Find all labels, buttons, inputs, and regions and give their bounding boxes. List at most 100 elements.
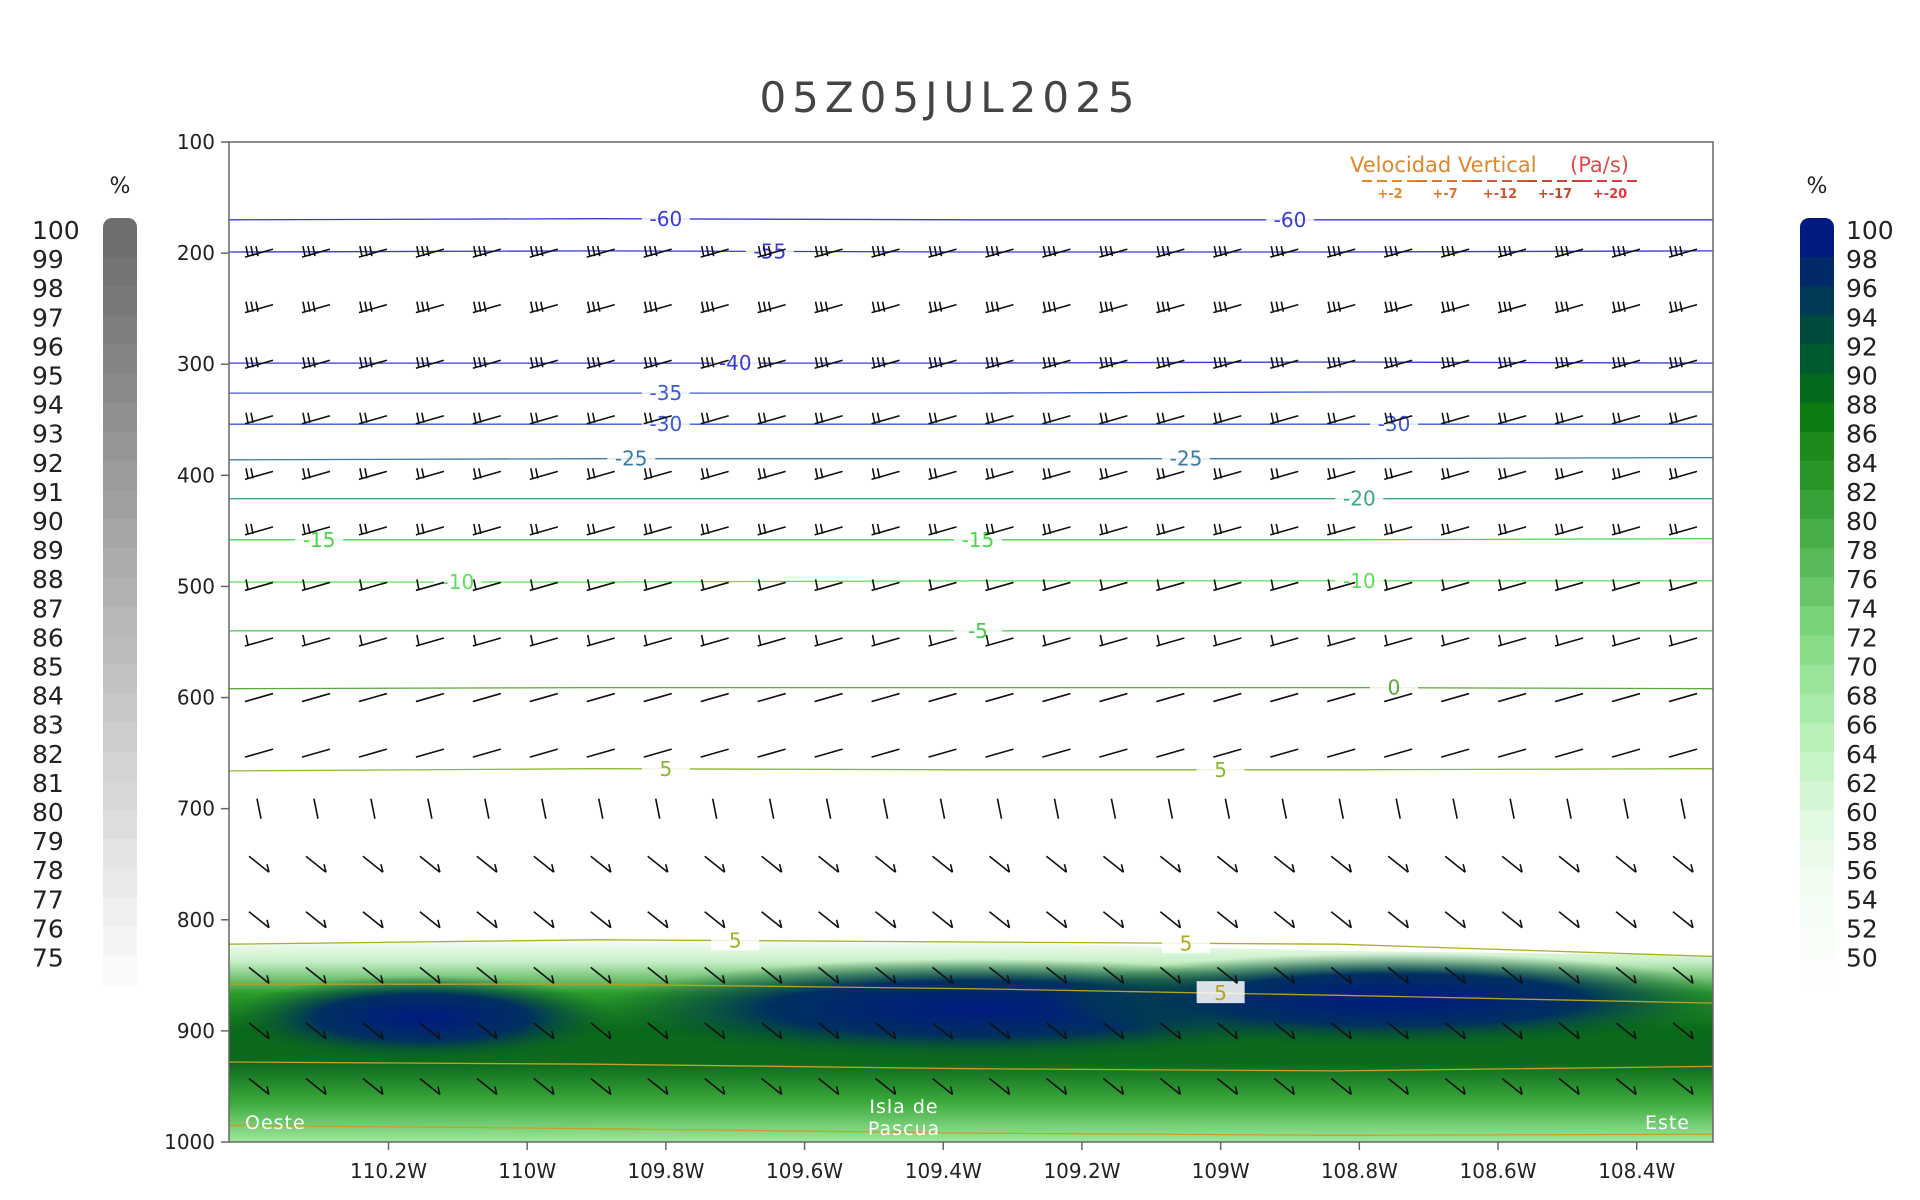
colorbar-right-label: 90 bbox=[1846, 362, 1878, 391]
y-tick-label: 200 bbox=[177, 241, 215, 265]
wind-barb bbox=[419, 855, 441, 873]
wind-barb bbox=[1387, 911, 1409, 929]
contour-label: -40 bbox=[719, 351, 752, 375]
wind-barb bbox=[1099, 468, 1128, 481]
vv-legend-unit: (Pa/s) bbox=[1570, 153, 1629, 177]
wind-barb bbox=[1159, 966, 1182, 984]
colorbar-right-swatch bbox=[1800, 402, 1834, 433]
colorbar-left-label: 84 bbox=[32, 682, 64, 711]
wind-barb bbox=[1440, 634, 1470, 647]
wind-barb bbox=[1672, 911, 1694, 929]
wind-barb bbox=[1042, 523, 1071, 536]
wind-barb bbox=[415, 523, 445, 536]
wind-barb bbox=[586, 245, 615, 258]
wind-barb bbox=[1270, 245, 1299, 258]
wind-barb bbox=[1615, 855, 1637, 873]
wind-barb bbox=[818, 855, 840, 873]
wind-barb bbox=[1501, 911, 1523, 929]
colorbar-left-swatch bbox=[103, 577, 137, 607]
vv-legend-label: +-17 bbox=[1538, 187, 1572, 202]
contour-label-bg bbox=[1335, 486, 1384, 509]
colorbar-left-label: 85 bbox=[32, 653, 64, 682]
wind-barb bbox=[533, 911, 555, 929]
contour-label: -15 bbox=[303, 528, 336, 552]
wind-barb bbox=[988, 1022, 1011, 1040]
wind-barb bbox=[419, 1077, 441, 1096]
colorbar-right-swatch bbox=[1800, 868, 1834, 898]
wind-barb bbox=[1156, 468, 1185, 481]
wind-barb bbox=[415, 357, 445, 369]
wind-barb bbox=[818, 1022, 840, 1040]
vv-legend-label: +-12 bbox=[1483, 187, 1517, 202]
wind-barb bbox=[814, 468, 843, 481]
wind-barb bbox=[1042, 748, 1071, 758]
wind-barb bbox=[1270, 579, 1299, 592]
wind-barb bbox=[1672, 1077, 1694, 1096]
colorbar-left-swatch bbox=[103, 228, 137, 258]
wind-barb bbox=[305, 911, 327, 929]
wind-barb bbox=[1042, 692, 1071, 703]
wind-barb bbox=[415, 748, 445, 758]
wind-barb bbox=[1099, 634, 1128, 647]
colorbar-left-swatch bbox=[103, 810, 137, 840]
colorbar-left-swatch bbox=[103, 780, 137, 811]
wind-barb bbox=[757, 579, 786, 592]
wind-barb bbox=[1045, 1077, 1068, 1096]
colorbar-left-label: 95 bbox=[32, 362, 64, 391]
wind-barb bbox=[1444, 911, 1466, 929]
wind-barb bbox=[533, 966, 555, 984]
wind-barb bbox=[472, 468, 502, 481]
wind-barb bbox=[244, 412, 274, 425]
wind-barb bbox=[1558, 855, 1580, 873]
wind-barb bbox=[1053, 798, 1060, 819]
contour-label: -5 bbox=[968, 619, 988, 643]
colorbar-left-label: 98 bbox=[32, 274, 64, 303]
wind-barb bbox=[1501, 966, 1523, 984]
wind-barb bbox=[415, 301, 445, 314]
wind-barb bbox=[647, 1077, 669, 1096]
wind-barb bbox=[1497, 579, 1527, 592]
wind-barb bbox=[1623, 798, 1629, 819]
colorbar-left-swatch bbox=[103, 751, 137, 782]
wind-barb bbox=[1383, 245, 1413, 258]
colorbar-left-label: 87 bbox=[32, 594, 64, 623]
wind-barb bbox=[928, 634, 957, 647]
wind-barb bbox=[1501, 1077, 1523, 1096]
wind-barb bbox=[472, 692, 502, 703]
wind-barb bbox=[1045, 911, 1068, 929]
wind-barb bbox=[875, 966, 897, 984]
wind-barb bbox=[1383, 412, 1413, 425]
contour-label-bg bbox=[433, 570, 482, 592]
wind-barb bbox=[875, 855, 897, 873]
wind-barb bbox=[1099, 748, 1128, 758]
wind-barb bbox=[985, 357, 1014, 369]
colorbar-right-swatch bbox=[1800, 810, 1834, 840]
wind-barb bbox=[1330, 1022, 1353, 1040]
wind-barb bbox=[1554, 748, 1584, 758]
colorbar-right-swatch bbox=[1800, 548, 1834, 578]
x-tick-label: 109.8W bbox=[627, 1159, 704, 1183]
annotation-west: Oeste bbox=[245, 1112, 306, 1134]
wind-barb bbox=[244, 357, 274, 369]
wind-barb bbox=[529, 301, 559, 314]
y-tick-label: 1000 bbox=[164, 1130, 215, 1154]
wind-barb bbox=[1509, 798, 1515, 819]
contour-label-bg bbox=[607, 446, 656, 469]
wind-barb bbox=[1273, 1022, 1296, 1040]
wind-barb bbox=[643, 634, 672, 647]
wind-barb bbox=[248, 1077, 270, 1096]
wind-barb bbox=[586, 357, 615, 369]
wind-barb bbox=[358, 412, 388, 425]
wind-barb bbox=[1327, 579, 1356, 592]
wind-barb bbox=[1102, 911, 1125, 929]
wind-barb bbox=[1383, 357, 1413, 369]
colorbar-left-label: 93 bbox=[32, 420, 64, 449]
wind-barb bbox=[1611, 748, 1641, 758]
colorbar-right-label: 74 bbox=[1846, 594, 1878, 623]
wind-barb bbox=[1213, 523, 1242, 536]
wind-barb bbox=[1668, 523, 1698, 536]
wind-barb bbox=[427, 798, 433, 819]
x-tick-label: 109W bbox=[1192, 1159, 1250, 1183]
x-tick-label: 110W bbox=[498, 1159, 556, 1183]
